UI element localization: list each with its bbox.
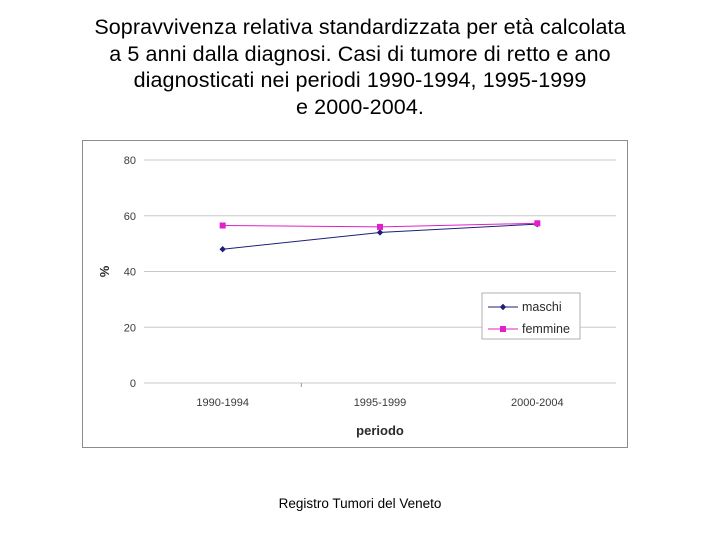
legend-marker-femmine <box>500 326 506 332</box>
legend-marker-maschi <box>499 303 507 311</box>
axes: % periodo 0 20 40 60 80 1990-1994 1995-1999 200… <box>97 155 564 438</box>
y-axis-title: % <box>97 265 112 277</box>
gridlines <box>144 159 616 384</box>
title-line-4: e 2000-2004. <box>296 94 424 119</box>
x-axis-title: periodo <box>356 423 404 438</box>
legend-box <box>481 292 581 340</box>
x-tick-label-1995-1999: 1995-1999 <box>354 397 407 409</box>
y-tick-label-80: 80 <box>124 155 136 167</box>
y-tick-label-0: 0 <box>130 378 136 390</box>
series-layer <box>219 220 541 253</box>
title-line-3: diagnosticati nei periodi 1990-1994, 199… <box>133 68 587 92</box>
y-tick-label-60: 60 <box>124 211 136 223</box>
point-femmine-2000-2004 <box>534 220 541 227</box>
title-line-2: a 5 anni dalla diagnosi. Casi di tumore … <box>109 41 611 66</box>
slide-title: Sopravvivenza relativa standardizzata pe… <box>20 14 700 120</box>
x-tick-label-1990-1994: 1990-1994 <box>196 397 249 409</box>
point-maschi-1990-1994 <box>219 246 226 253</box>
y-tick-label-40: 40 <box>124 267 136 279</box>
source-footer: Registro Tumori del Veneto <box>278 496 442 511</box>
legend: maschi femmine <box>481 292 581 340</box>
line-chart: % periodo 0 20 40 60 80 1990-1994 1995-1999 200… <box>97 155 616 438</box>
point-maschi-1995-1999 <box>376 229 384 236</box>
point-femmine-1995-1999 <box>377 223 383 230</box>
legend-label-femmine: femmine <box>522 322 570 336</box>
legend-label-maschi: maschi <box>522 300 562 314</box>
title-line-1: Sopravvivenza relativa standardizzata pe… <box>94 15 626 39</box>
point-femmine-1990-1994 <box>219 222 226 229</box>
y-tick-label-20: 20 <box>124 322 136 334</box>
x-tick-label-2000-2004: 2000-2004 <box>511 397 564 409</box>
